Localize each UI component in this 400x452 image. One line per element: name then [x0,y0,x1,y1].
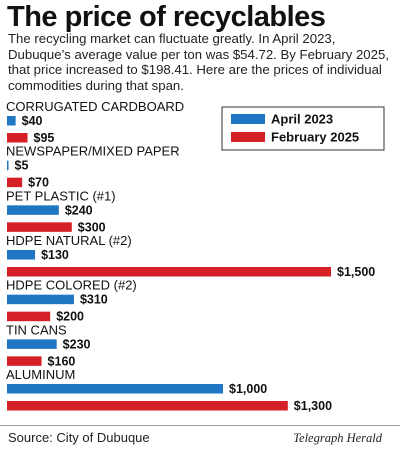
category-label-corrugated-cardboard: CORRUGATED CARDBOARD [6,99,184,114]
category-label-pet-plastic-1: PET PLASTIC (#1) [6,188,116,203]
value-label-february-2025-hdpe-natural-2: $1,500 [337,265,375,279]
category-label-tin-cans: TIN CANS [6,322,67,337]
bar-april-2023-hdpe-natural-2 [7,250,36,260]
legend-label-april-2023: April 2023 [271,112,333,127]
category-label-aluminum: ALUMINUM [6,367,75,382]
value-label-february-2025-corrugated-cardboard: $95 [34,131,55,145]
bar-february-2025-hdpe-natural-2 [7,267,331,277]
bar-february-2025-pet-plastic-1 [7,222,72,232]
value-label-february-2025-hdpe-colored-2: $200 [56,310,84,324]
value-label-february-2025-tin-cans: $160 [48,354,76,368]
legend-swatch-april-2023 [231,114,265,124]
value-label-february-2025-newspaper-mixed-paper: $70 [28,176,49,190]
source-note: Source: City of Dubuque [8,430,150,445]
bar-april-2023-newspaper-mixed-paper [7,160,9,171]
legend-swatch-february-2025 [231,132,265,142]
value-label-april-2023-tin-cans: $230 [63,337,91,351]
bar-february-2025-aluminum [7,401,288,411]
bar-february-2025-newspaper-mixed-paper [7,177,23,188]
bar-april-2023-aluminum [7,384,223,394]
value-label-february-2025-aluminum: $1,300 [294,399,332,413]
value-label-april-2023-newspaper-mixed-paper: $5 [15,159,29,173]
publisher-credit: Telegraph Herald [293,431,382,445]
category-label-hdpe-colored-2: HDPE COLORED (#2) [6,278,137,293]
value-label-february-2025-pet-plastic-1: $300 [78,220,106,234]
footer-divider [0,425,400,426]
value-label-april-2023-corrugated-cardboard: $40 [22,114,43,128]
bar-april-2023-hdpe-colored-2 [7,294,74,305]
chart-intro: The recycling market can fluctuate great… [8,31,389,93]
value-label-april-2023-hdpe-natural-2: $130 [41,248,69,262]
bar-chart: CORRUGATED CARDBOARD$40 $95NEWSPAPER/MIXE… [6,99,385,413]
bar-february-2025-tin-cans [7,356,42,366]
bar-april-2023-tin-cans [7,339,57,349]
value-label-april-2023-pet-plastic-1: $240 [65,203,93,217]
category-label-hdpe-natural-2: HDPE NATURAL (#2) [6,233,132,248]
chart-title: The price of recyclables [7,1,326,33]
bar-april-2023-corrugated-cardboard [7,116,16,126]
value-label-april-2023-hdpe-colored-2: $310 [80,293,108,307]
legend-label-february-2025: February 2025 [271,130,359,145]
category-label-newspaper-mixed-paper: NEWSPAPER/MIXED PAPER [6,144,180,159]
bar-april-2023-pet-plastic-1 [7,205,59,215]
value-label-april-2023-aluminum: $1,000 [229,382,267,396]
bar-february-2025-corrugated-cardboard [7,133,28,143]
bar-february-2025-hdpe-colored-2 [7,311,51,322]
